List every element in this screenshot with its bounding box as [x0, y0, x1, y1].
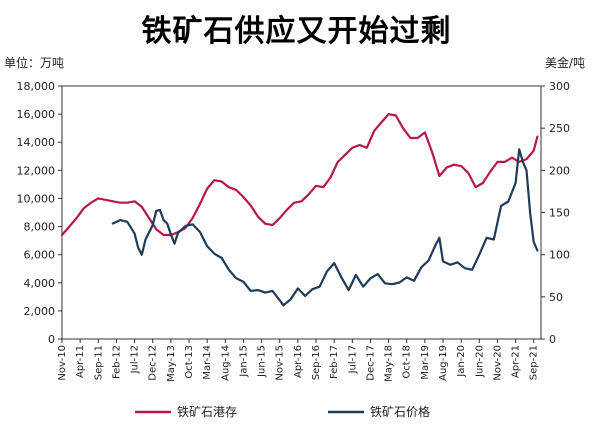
right-tick-label: 250	[549, 122, 570, 135]
right-axis: 0 50 100 150 200 250 300	[541, 80, 570, 346]
x-tick-label: Oct-18	[402, 345, 413, 379]
x-tick-label: Sep-11	[93, 345, 104, 380]
left-tick-label: 14,000	[17, 136, 56, 149]
left-tick-label: 8,000	[24, 221, 56, 234]
chart-title: 铁矿石供应又开始过剩	[141, 14, 452, 49]
right-tick-label: 300	[549, 80, 570, 93]
left-tick-label: 18,000	[17, 80, 56, 93]
right-tick-label: 0	[549, 333, 556, 346]
x-tick-label: Aug-14	[220, 345, 231, 381]
x-tick-label: Nov-15	[275, 345, 286, 381]
right-tick-label: 200	[549, 164, 570, 177]
x-tick-label: Jul-17	[347, 345, 358, 374]
x-tick-label: Oct-13	[184, 345, 195, 379]
x-tick-label: Jul-12	[130, 345, 141, 374]
x-tick-label: Nov-10	[57, 345, 68, 381]
left-tick-label: 16,000	[17, 108, 56, 121]
legend-label-2: 铁矿石价格	[370, 404, 430, 419]
left-tick-label: 0	[48, 333, 55, 346]
x-tick-label: Feb-17	[329, 345, 340, 379]
x-tick-label: Mar-19	[420, 345, 431, 380]
legend-label-1: 铁矿石港存	[177, 405, 237, 419]
left-tick-label: 10,000	[17, 192, 56, 205]
x-tick-label: Sep-21	[529, 345, 540, 380]
x-tick-label: Dec-17	[365, 345, 376, 381]
right-axis-unit-label: 美金/吨	[544, 56, 585, 70]
plot-area	[61, 85, 542, 340]
x-tick-label: Jan-20	[456, 345, 467, 378]
right-tick-label: 150	[549, 207, 570, 220]
x-tick-label: Apr-16	[293, 345, 304, 378]
series-lines	[60, 112, 539, 307]
right-tick-label: 50	[549, 291, 563, 304]
x-axis: Nov-10 Apr-11 Sep-11 Feb-12 Jul-12 Dec-12 May-…	[57, 339, 540, 382]
plot-frame	[61, 85, 542, 340]
series-line-1	[60, 112, 539, 237]
series-line-2	[111, 148, 539, 307]
left-tick-label: 2,000	[24, 305, 56, 318]
left-tick-label: 6,000	[24, 249, 56, 262]
x-tick-label: Sep-16	[311, 345, 322, 380]
x-tick-label: May-18	[384, 345, 395, 382]
legend: 铁矿石港存 铁矿石价格	[135, 404, 430, 419]
x-tick-label: Mar-14	[202, 345, 213, 380]
left-axis: 0 2,000 4,000 6,000 8,000 10,000 12,000 14,000 1…	[17, 80, 62, 346]
left-axis-unit-label: 单位：万吨	[4, 56, 65, 70]
left-tick-label: 12,000	[17, 164, 56, 177]
right-tick-label: 100	[549, 249, 570, 262]
x-tick-label: Jun-15	[257, 345, 268, 378]
x-tick-label: Apr-21	[511, 345, 522, 378]
x-tick-label: Apr-11	[75, 345, 86, 378]
x-tick-label: Jun-20	[474, 345, 485, 378]
left-tick-label: 4,000	[24, 277, 56, 290]
x-tick-label: Feb-12	[111, 345, 122, 379]
x-tick-label: Dec-12	[148, 345, 159, 381]
x-tick-label: Aug-19	[438, 345, 449, 381]
x-tick-label: Jan-15	[238, 345, 249, 378]
x-tick-label: Nov-20	[492, 345, 503, 381]
x-tick-label: May-13	[166, 345, 177, 382]
